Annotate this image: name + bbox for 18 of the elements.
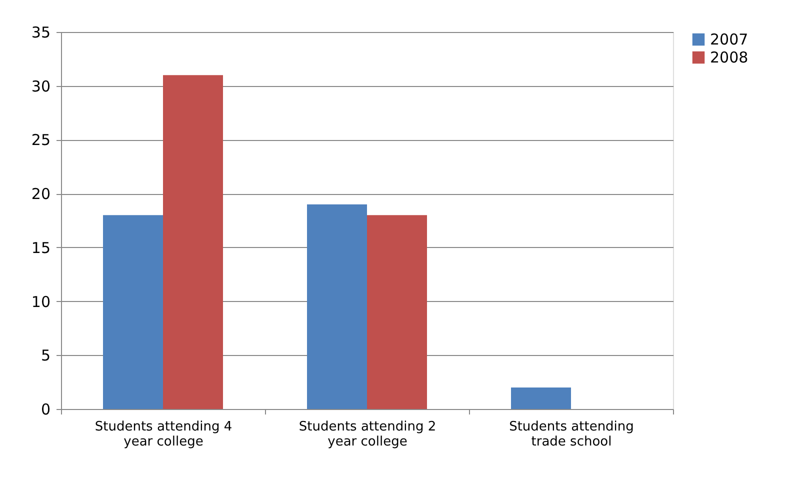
legend-label: 2008 [710, 48, 748, 66]
legend-label: 2007 [710, 30, 748, 48]
y-tick-label: 35 [31, 24, 50, 42]
y-tick-label: 25 [31, 131, 50, 150]
bar [367, 215, 427, 409]
x-tick-label: Students attending 4 year college [94, 420, 232, 450]
x-tick-label: Students attending trade school [509, 420, 634, 450]
bar [307, 204, 367, 409]
bar [511, 387, 571, 409]
y-tick-label: 5 [40, 346, 50, 365]
bar [103, 215, 163, 409]
bar [163, 75, 223, 409]
y-tick-label: 30 [31, 77, 50, 96]
y-tick-label: 10 [31, 292, 50, 311]
y-tick-label: 15 [31, 238, 50, 257]
x-tick-label: Students attending 2 year college [298, 420, 436, 450]
y-tick-label: 0 [40, 400, 50, 418]
y-tick-label: 20 [31, 185, 50, 204]
